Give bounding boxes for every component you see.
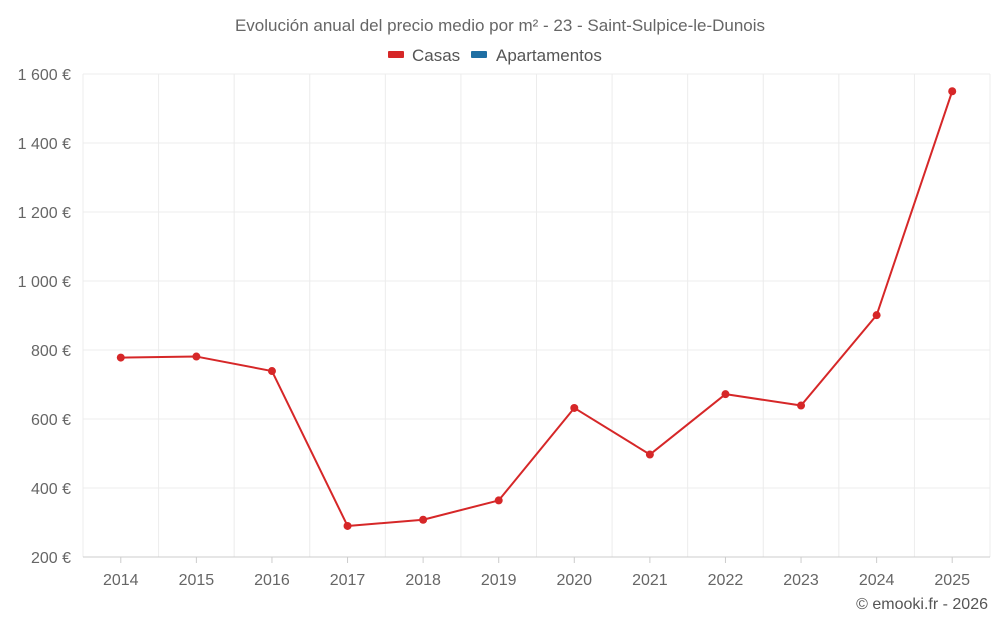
y-tick-label: 200 €: [31, 550, 71, 567]
legend: Casas Apartamentos: [388, 46, 602, 65]
x-axis: 2014 2015 2016 2017 2018 2019 2020 2021 2022 2023…: [103, 557, 970, 589]
data-point[interactable]: [419, 515, 428, 524]
data-point[interactable]: [948, 87, 957, 96]
x-tick-label: 2021: [632, 572, 668, 589]
data-point[interactable]: [343, 521, 352, 530]
x-tick-label: 2017: [330, 572, 366, 589]
data-point[interactable]: [116, 353, 125, 362]
y-tick-label: 600 €: [31, 412, 71, 429]
credit-text: © emooki.fr - 2026: [856, 596, 988, 613]
chart-title: Evolución anual del precio medio por m² …: [235, 16, 765, 35]
x-tick-label: 2025: [934, 572, 970, 589]
legend-item-apartamentos[interactable]: Apartamentos: [471, 46, 602, 65]
y-tick-label: 1 600 €: [18, 67, 71, 84]
x-tick-label: 2015: [179, 572, 215, 589]
data-point[interactable]: [797, 401, 806, 410]
x-tick-label: 2024: [859, 572, 895, 589]
y-axis: 200 € 400 € 600 € 800 € 1 000 € 1 200 € 1 400 …: [18, 67, 71, 567]
legend-item-casas[interactable]: Casas: [388, 46, 460, 65]
series-line-casas: [120, 90, 954, 527]
legend-swatch: [471, 51, 487, 58]
legend-label: Apartamentos: [496, 46, 602, 65]
x-tick-label: 2014: [103, 572, 139, 589]
x-tick-label: 2018: [405, 572, 441, 589]
x-tick-label: 2022: [708, 572, 744, 589]
x-tick-label: 2023: [783, 572, 819, 589]
y-tick-label: 1 200 €: [18, 205, 71, 222]
data-point[interactable]: [570, 403, 579, 412]
x-tick-label: 2019: [481, 572, 517, 589]
data-point[interactable]: [267, 367, 276, 376]
data-point[interactable]: [192, 352, 201, 361]
series-group: [116, 87, 957, 530]
data-point[interactable]: [645, 450, 654, 459]
data-point[interactable]: [494, 496, 503, 505]
y-tick-label: 800 €: [31, 343, 71, 360]
legend-label: Casas: [412, 46, 460, 65]
y-tick-label: 1 400 €: [18, 136, 71, 153]
legend-swatch: [388, 51, 404, 58]
data-point[interactable]: [721, 390, 730, 399]
x-tick-label: 2020: [556, 572, 592, 589]
y-tick-label: 1 000 €: [18, 274, 71, 291]
y-tick-label: 400 €: [31, 481, 71, 498]
x-tick-label: 2016: [254, 572, 290, 589]
data-point[interactable]: [872, 311, 881, 320]
grid: [82, 73, 991, 558]
